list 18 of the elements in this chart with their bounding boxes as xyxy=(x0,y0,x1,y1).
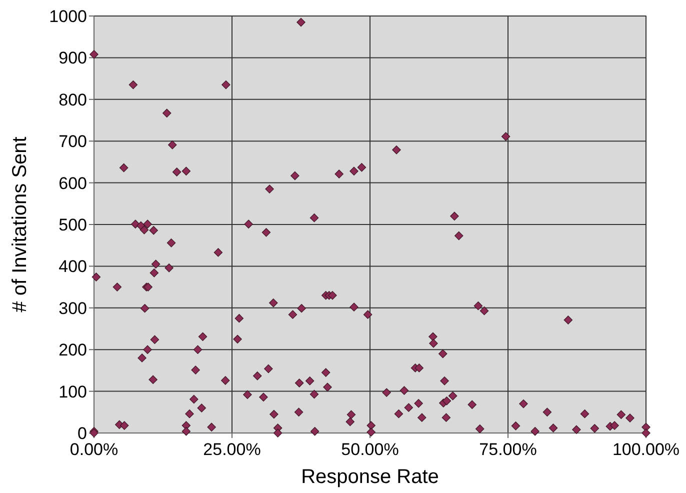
y-tick-label: 600 xyxy=(58,174,87,193)
y-tick-label: 200 xyxy=(58,340,87,360)
x-tick-label: 75.00% xyxy=(479,440,537,459)
y-tick-label: 400 xyxy=(58,257,87,276)
y-tick-label: 800 xyxy=(58,90,87,110)
x-tick-label: 50.00% xyxy=(341,440,399,459)
y-tick-label: 100 xyxy=(58,382,87,402)
y-tick-label: 500 xyxy=(58,215,87,234)
y-tick-label: 900 xyxy=(58,48,87,68)
y-tick-label: 300 xyxy=(58,298,87,318)
x-tick-label: 25.00% xyxy=(203,440,261,459)
x-tick-label: 100.00% xyxy=(612,440,680,459)
y-tick-label: 1000 xyxy=(49,6,87,26)
x-axis-title: Response Rate xyxy=(301,466,439,488)
y-axis-title: # of Invitations Sent xyxy=(9,136,31,312)
x-tick-label: 0.00% xyxy=(70,440,118,459)
y-tick-label: 700 xyxy=(58,132,87,152)
y-tick-label: 0 xyxy=(78,424,87,443)
